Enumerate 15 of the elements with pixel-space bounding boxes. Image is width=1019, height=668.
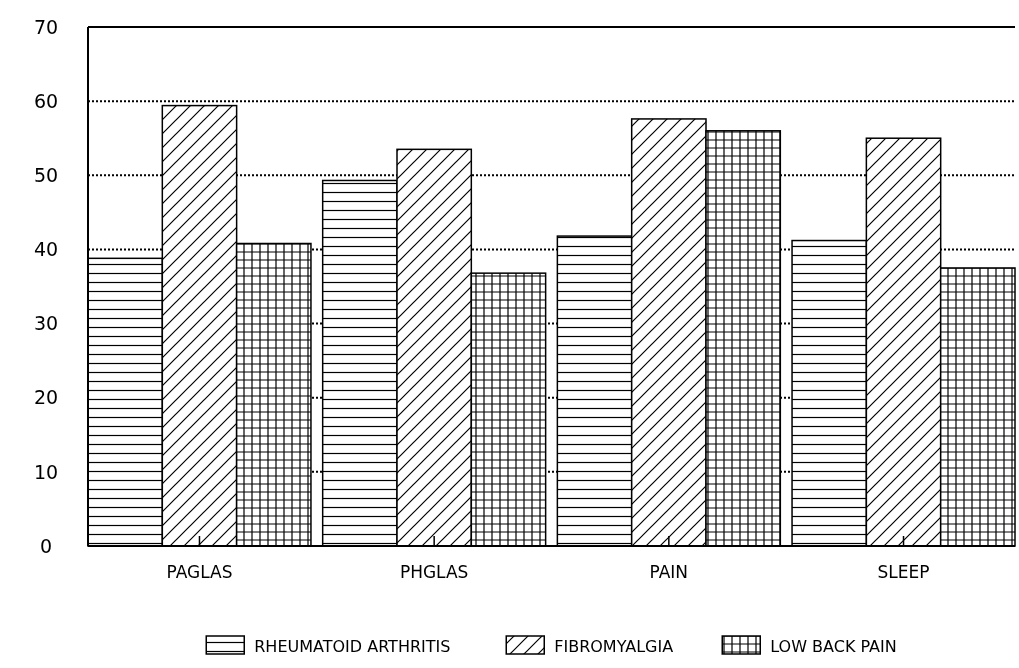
y-tick-label: 10 — [33, 460, 59, 483]
legend-label: RHEUMATOID ARTHRITIS — [254, 636, 451, 656]
x-tick-label: PAGLAS — [166, 562, 233, 582]
y-tick-label: 0 — [39, 534, 53, 557]
x-tick-label: SLEEP — [877, 562, 930, 582]
x-tick-label: PAIN — [649, 562, 689, 582]
legend-label: LOW BACK PAIN — [770, 636, 897, 656]
y-tick-label: 50 — [33, 163, 59, 186]
y-tick-label: 30 — [33, 312, 59, 335]
y-tick-label: 70 — [33, 15, 59, 38]
x-tick-label: PHGLAS — [399, 562, 469, 582]
legend-label: FIBROMYALGIA — [554, 636, 674, 656]
y-tick-label: 60 — [33, 89, 59, 112]
y-tick-label: 40 — [33, 238, 59, 261]
y-tick-label: 20 — [33, 386, 59, 409]
